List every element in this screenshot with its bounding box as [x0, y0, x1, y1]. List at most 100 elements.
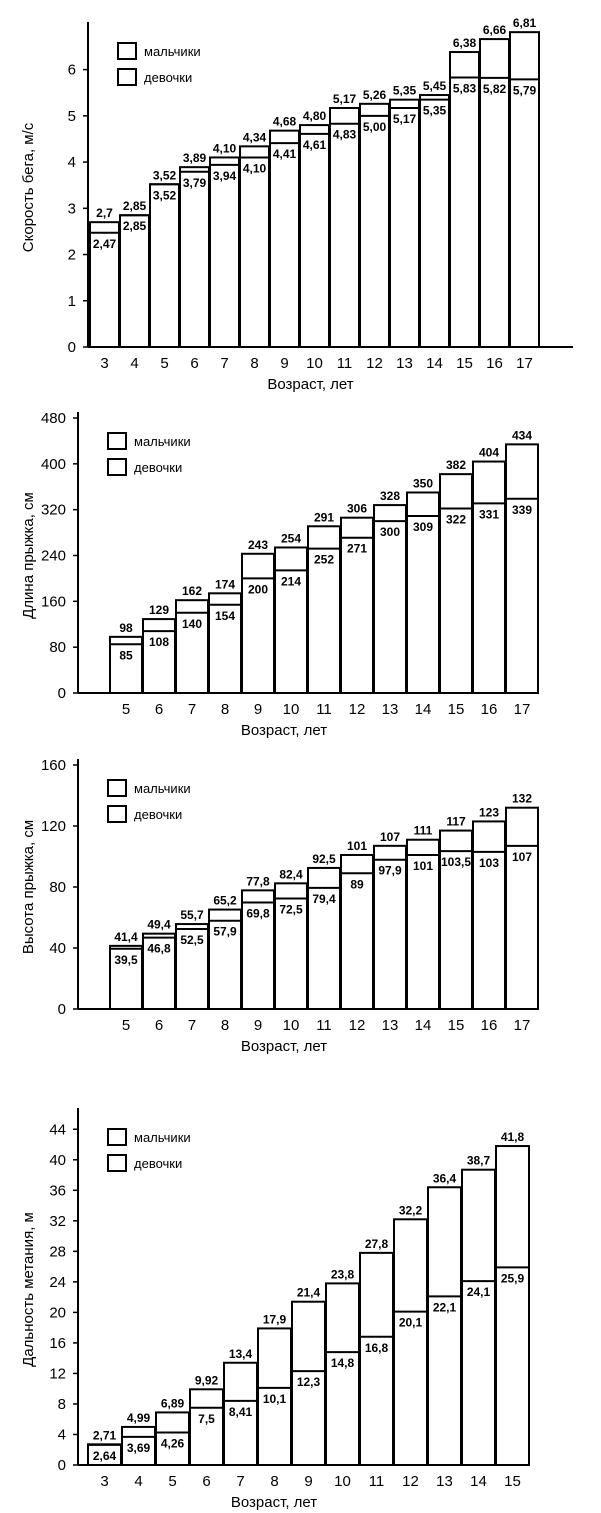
data-label-boys: 5,26	[363, 88, 387, 102]
bar-boys	[373, 844, 407, 1010]
x-tick-label: 12	[349, 701, 366, 718]
x-tick-label: 4	[134, 1473, 142, 1490]
data-label-boys: 2,85	[123, 199, 147, 213]
data-label-boys: 111	[414, 824, 433, 838]
data-label-girls: 3,69	[127, 1441, 151, 1455]
data-label-girls: 2,85	[123, 219, 147, 233]
data-label-girls: 22,1	[433, 1300, 457, 1314]
data-label-boys: 6,81	[513, 16, 537, 30]
bar-boys	[505, 443, 539, 694]
chart-4: 0 4 8 12 16 20 24 28 32 36 40 44 2,71 2,64 3 4,99 3,69 4 6…	[20, 1108, 530, 1511]
bar-boys	[119, 214, 150, 348]
y-tick-label: 16	[49, 1335, 66, 1352]
data-label-girls: 89	[350, 877, 364, 891]
bar-boys	[479, 38, 510, 349]
x-tick-label: 11	[337, 355, 353, 372]
data-label-boys: 382	[446, 458, 466, 472]
data-label-boys: 404	[479, 446, 499, 460]
data-label-girls: 200	[248, 582, 268, 596]
bar-boys	[307, 866, 341, 1010]
bar-boys	[307, 525, 341, 694]
data-label-boys: 350	[413, 476, 433, 490]
y-tick-label: 44	[49, 1121, 66, 1138]
data-label-girls: 24,1	[467, 1285, 491, 1299]
data-label-boys: 17,9	[263, 1312, 287, 1326]
data-label-boys: 174	[215, 577, 235, 591]
x-tick-label: 12	[349, 1017, 366, 1034]
data-label-girls: 2,64	[93, 1449, 117, 1463]
data-label-boys: 2,7	[96, 206, 113, 220]
data-label-girls: 46,8	[147, 942, 171, 956]
legend-swatch-girls	[117, 68, 137, 86]
x-tick-label: 3	[100, 355, 108, 372]
x-tick-label: 6	[190, 355, 198, 372]
x-tick-label: 11	[316, 701, 332, 718]
data-label-boys: 5,45	[423, 79, 447, 93]
x-tick-label: 17	[514, 1017, 531, 1034]
y-tick-label: 24	[49, 1274, 66, 1291]
x-tick-label: 5	[168, 1473, 176, 1490]
bar-boys	[175, 599, 209, 694]
bar-boys	[340, 516, 374, 694]
data-label-girls: 25,9	[501, 1271, 525, 1285]
y-tick-label: 400	[41, 456, 66, 473]
y-tick-label: 80	[49, 879, 66, 896]
data-label-boys: 41,4	[114, 930, 138, 944]
x-tick-label: 14	[470, 1473, 487, 1490]
x-tick-label: 15	[448, 701, 465, 718]
data-label-girls: 10,1	[263, 1392, 287, 1406]
bar-boys	[208, 908, 242, 1011]
data-label-girls: 5,17	[393, 112, 417, 126]
legend-label-girls: девочки	[134, 807, 182, 822]
data-label-boys: 254	[281, 531, 301, 545]
y-tick-label: 12	[49, 1365, 66, 1382]
x-tick-label: 15	[504, 1473, 521, 1490]
data-label-girls: 5,00	[363, 120, 387, 134]
data-label-boys: 21,4	[297, 1286, 321, 1300]
bar-boys	[472, 460, 506, 694]
data-label-girls: 57,9	[213, 925, 237, 939]
bar-boys	[189, 1388, 224, 1467]
data-label-girls: 52,5	[180, 933, 204, 947]
y-axis-title: Скорость бега, м/с	[20, 122, 37, 252]
y-tick-label: 36	[49, 1182, 66, 1199]
y-tick-label: 5	[68, 108, 76, 125]
y-tick-label: 3	[68, 200, 76, 217]
data-label-girls: 101	[413, 859, 433, 873]
data-label-girls: 103	[479, 856, 499, 870]
bar-boys	[509, 31, 540, 349]
data-label-girls: 214	[281, 574, 301, 588]
y-axis-title: Высота прыжка, см	[20, 820, 37, 954]
data-label-boys: 9,92	[195, 1373, 219, 1387]
x-tick-label: 10	[283, 1017, 300, 1034]
data-label-boys: 23,8	[331, 1267, 355, 1281]
x-tick-label: 9	[254, 701, 262, 718]
x-tick-label: 5	[122, 701, 130, 718]
bar-boys	[239, 145, 270, 348]
data-label-girls: 4,10	[243, 161, 267, 175]
bar-boys	[449, 51, 480, 348]
y-tick-label: 120	[41, 818, 66, 835]
legend-label-girls: девочки	[134, 1156, 182, 1171]
y-tick-label: 1	[68, 293, 76, 310]
data-label-boys: 2,71	[93, 1428, 117, 1442]
data-label-boys: 243	[248, 538, 268, 552]
x-tick-label: 5	[160, 355, 168, 372]
x-tick-label: 8	[250, 355, 258, 372]
data-label-girls: 309	[413, 520, 433, 534]
x-tick-label: 10	[334, 1473, 351, 1490]
x-tick-label: 11	[369, 1473, 385, 1490]
x-axis-title: Возраст, лет	[241, 722, 327, 739]
data-label-girls: 2,47	[93, 237, 117, 251]
x-tick-label: 7	[220, 355, 228, 372]
data-label-boys: 5,17	[333, 92, 357, 106]
data-label-girls: 79,4	[312, 892, 336, 906]
data-label-boys: 6,89	[161, 1396, 185, 1410]
chart-2: 0801602403204004809885512910861621407174…	[20, 410, 539, 739]
x-axis-title: Возраст, лет	[267, 376, 353, 393]
bar-boys	[329, 106, 360, 349]
chart-1: 01234562,72,4732,852,8543,523,5253,893,7…	[20, 16, 573, 393]
x-tick-label: 10	[283, 701, 300, 718]
bar-boys	[359, 102, 390, 348]
data-label-girls: 5,83	[453, 81, 477, 95]
